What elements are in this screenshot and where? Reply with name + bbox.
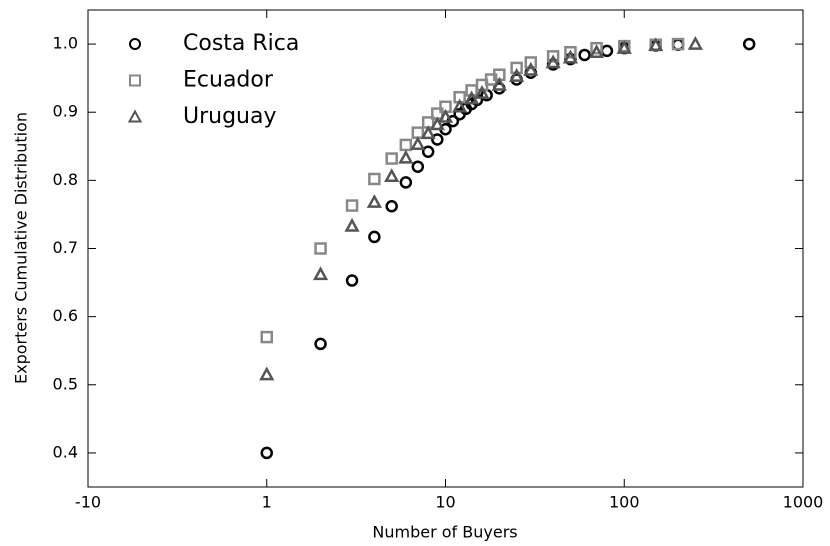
scatter-point — [437, 108, 454, 123]
x-tick-label: 100 — [609, 493, 640, 512]
scatter-point — [616, 40, 632, 54]
scatter-point — [314, 242, 327, 255]
scatter-point — [523, 61, 539, 76]
y-tick-label: 0.5 — [53, 374, 78, 393]
scatter-point — [564, 45, 577, 59]
scatter-point — [588, 44, 605, 58]
scatter-point — [429, 116, 445, 131]
scatter-point — [474, 85, 490, 99]
scatter-point — [345, 274, 359, 287]
scatter-point — [509, 68, 525, 82]
scatter-point — [260, 446, 273, 460]
scatter-point — [562, 49, 579, 64]
scatter-point — [384, 168, 400, 183]
scatter-point — [411, 160, 425, 173]
x-tick-label: 1 — [262, 493, 272, 512]
scatter-point — [368, 172, 381, 186]
legend-label: Ecuador — [183, 68, 274, 93]
scatter-point — [398, 149, 414, 164]
legend-marker — [129, 74, 141, 87]
legend-label: Costa Rica — [183, 31, 299, 56]
legend-label: Uruguay — [183, 104, 277, 129]
legend-marker — [127, 109, 143, 123]
scatter-point — [385, 200, 398, 213]
scatter-point — [452, 98, 468, 113]
y-tick-label: 0.6 — [53, 306, 78, 325]
scatter-point — [546, 50, 560, 63]
scatter-point — [345, 199, 359, 212]
scatter-point — [368, 230, 381, 244]
scatter-point — [312, 266, 329, 281]
x-axis-label: Number of Buyers — [372, 523, 517, 542]
scatter-point — [431, 133, 444, 146]
scatter-point — [590, 41, 603, 55]
scatter-point — [600, 44, 614, 58]
scatter-point — [578, 48, 591, 62]
scatter-point — [545, 54, 561, 69]
scatter-point — [366, 194, 382, 208]
x-tick-label: 10 — [435, 493, 455, 512]
scatter-point — [344, 217, 360, 232]
y-axis-label: Exporters Cumulative Distribution — [12, 112, 31, 384]
scatter-point — [314, 337, 327, 351]
scatter-point — [399, 138, 413, 152]
scatter-point — [420, 125, 436, 140]
scatter-point — [464, 90, 480, 105]
y-tick-label: 0.7 — [53, 238, 78, 257]
scatter-point — [491, 76, 507, 91]
scatter-point — [259, 366, 275, 381]
scatter-point — [524, 56, 538, 69]
x-tick-label: -10 — [75, 493, 101, 512]
scatter-point — [687, 35, 703, 50]
scatter-point — [399, 176, 413, 189]
y-tick-label: 0.4 — [53, 442, 78, 461]
scatter-point — [648, 37, 664, 52]
x-tick-label: 1000 — [783, 493, 824, 512]
y-tick-label: 1.0 — [53, 34, 78, 53]
y-tick-label: 0.9 — [53, 102, 78, 121]
scatter-point — [421, 145, 435, 158]
scatter-point — [260, 330, 273, 344]
scatter-point — [742, 37, 756, 51]
y-tick-label: 0.8 — [53, 170, 78, 189]
scatter-point — [410, 136, 426, 150]
scatter-point — [671, 37, 685, 51]
scatter-point — [385, 152, 398, 165]
legend-marker — [129, 38, 141, 50]
